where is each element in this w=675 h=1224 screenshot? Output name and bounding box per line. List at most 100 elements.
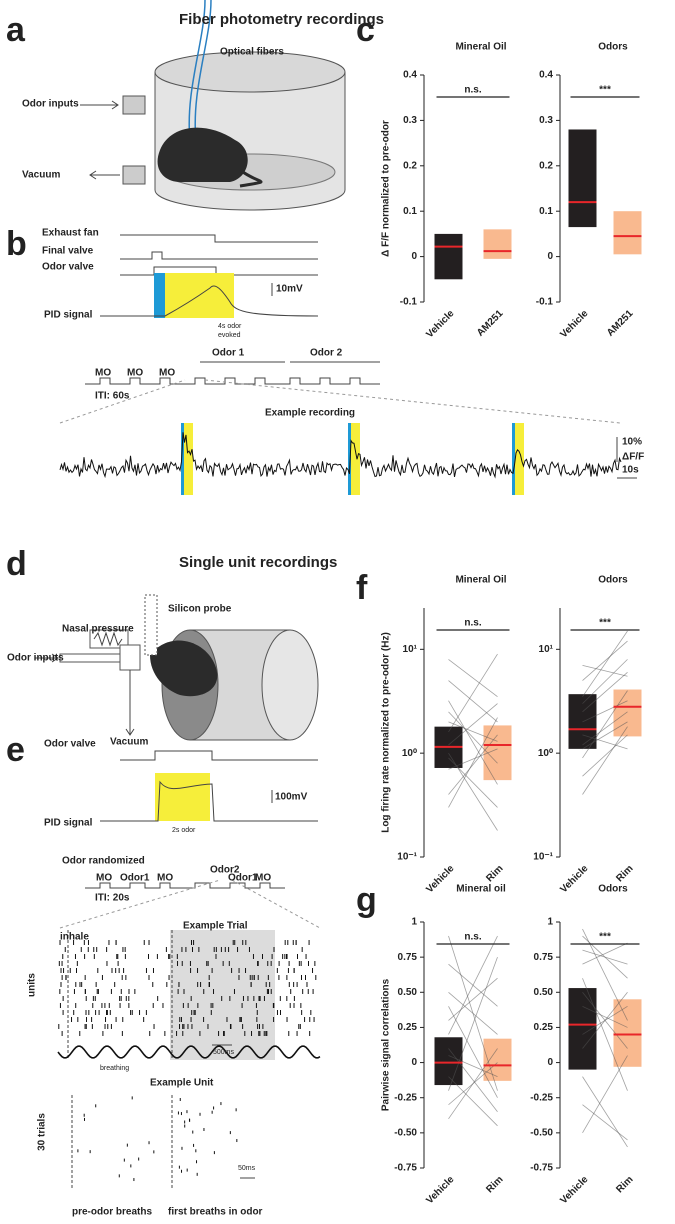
pair-line xyxy=(448,957,498,1091)
y-tick-label: 10⁻¹ xyxy=(533,852,553,863)
x-tick-label: Vehicle xyxy=(558,1174,590,1206)
pair-line xyxy=(582,734,628,777)
label: 30 trials xyxy=(37,1113,48,1151)
label: 2s odor xyxy=(172,827,196,834)
box xyxy=(434,233,463,280)
label: Odor1 xyxy=(120,873,150,884)
apparatus-d xyxy=(35,594,319,741)
chart-title: Mineral Oil xyxy=(455,575,506,586)
pair-line xyxy=(582,942,628,965)
label: Nasal pressure xyxy=(62,624,134,635)
pair-line xyxy=(582,640,628,681)
y-tick-label: 0.2 xyxy=(539,160,553,171)
box xyxy=(613,211,642,255)
significance-label: n.s. xyxy=(464,932,481,943)
scale-label: 500ms xyxy=(213,1049,235,1056)
label: Example recording xyxy=(265,408,355,419)
y-tick-label: 0 xyxy=(411,251,417,262)
box xyxy=(568,129,597,228)
label: breathing xyxy=(100,1065,129,1072)
y-tick-label: 0.3 xyxy=(403,115,417,126)
pair-line xyxy=(582,659,628,704)
label: Odor randomized xyxy=(62,856,145,867)
label: MO xyxy=(157,873,173,884)
panel-title: Single unit recordings xyxy=(179,554,337,571)
panel-letter: b xyxy=(6,225,27,263)
label: Vacuum xyxy=(110,737,148,748)
raster xyxy=(57,940,321,1182)
label: Odor2 xyxy=(210,865,240,876)
panel-letter: f xyxy=(356,569,368,607)
box xyxy=(613,999,642,1067)
pair-line xyxy=(582,1076,628,1148)
y-tick-label: -0.1 xyxy=(400,297,418,308)
breathing-trace xyxy=(57,1045,321,1059)
label: PID signal xyxy=(44,818,93,829)
chart-title: Mineral Oil xyxy=(455,42,506,53)
label: Final valve xyxy=(42,246,94,257)
label: inhale xyxy=(60,932,89,943)
label: MO xyxy=(159,368,175,379)
pair-line xyxy=(448,1006,498,1098)
x-tick-label: Rim xyxy=(614,863,635,884)
x-tick-label: Rim xyxy=(484,863,505,884)
y-tick-label: 10¹ xyxy=(403,644,418,655)
pair-line xyxy=(582,1005,628,1028)
panel-letter: e xyxy=(6,731,25,769)
box xyxy=(613,689,642,737)
pair-line xyxy=(448,1055,498,1077)
y-tick-label: 10⁻¹ xyxy=(397,852,417,863)
y-tick-label: -0.25 xyxy=(394,1092,417,1103)
chart-title: Odors xyxy=(598,884,628,895)
pair-line xyxy=(582,992,628,1049)
x-tick-label: AM251 xyxy=(605,308,636,339)
significance-label: n.s. xyxy=(464,85,481,96)
label: MO xyxy=(255,873,271,884)
label: Odor valve xyxy=(44,739,96,750)
example-trace xyxy=(59,432,622,479)
y-tick-label: -0.50 xyxy=(530,1127,553,1138)
y-tick-label: -0.50 xyxy=(394,1127,417,1138)
y-tick-label: 10¹ xyxy=(539,644,554,655)
pair-line xyxy=(448,991,498,1035)
y-axis-label: Log firing rate normalized to pre-odor (… xyxy=(381,632,392,833)
y-tick-label: 0 xyxy=(547,1057,553,1068)
panel-letter: c xyxy=(356,11,375,49)
scale-label: 100mV xyxy=(275,792,308,803)
pair-line xyxy=(448,703,498,746)
trace-diagram-b xyxy=(59,234,637,495)
y-tick-label: 10⁰ xyxy=(402,748,417,759)
y-tick-label: 0.75 xyxy=(398,952,418,963)
panel-letter: d xyxy=(6,545,27,583)
label: MO xyxy=(96,873,112,884)
chart-title: Mineral oil xyxy=(456,884,506,895)
pair-line xyxy=(582,1055,628,1134)
pair-line xyxy=(448,752,498,831)
box xyxy=(483,1038,512,1081)
panel-letter: a xyxy=(6,11,26,49)
y-tick-label: -0.75 xyxy=(394,1163,417,1174)
label: Example Trial xyxy=(183,921,248,932)
pair-line xyxy=(582,1104,628,1141)
y-tick-label: 0.3 xyxy=(539,115,553,126)
label: Odor valve xyxy=(42,262,94,273)
label: MO xyxy=(95,368,111,379)
y-tick-label: 0.2 xyxy=(403,160,417,171)
label: Odor 1 xyxy=(212,348,245,359)
scale-label: 10mV xyxy=(276,284,303,295)
label: Example Unit xyxy=(150,1078,214,1089)
y-tick-label: 0.4 xyxy=(539,70,553,81)
y-tick-label: -0.1 xyxy=(536,297,554,308)
y-tick-label: 0.75 xyxy=(534,952,554,963)
chart-title: Odors xyxy=(598,42,628,53)
pair-line xyxy=(582,711,628,746)
pair-line xyxy=(582,721,628,750)
pair-line xyxy=(448,700,498,785)
x-tick-label: Rim xyxy=(614,1174,635,1195)
significance-label: *** xyxy=(599,932,611,943)
pair-line xyxy=(582,726,628,795)
label: PID signal xyxy=(44,310,93,321)
label: Optical fibers xyxy=(220,47,284,58)
scale-label: ΔF/F xyxy=(622,452,644,463)
